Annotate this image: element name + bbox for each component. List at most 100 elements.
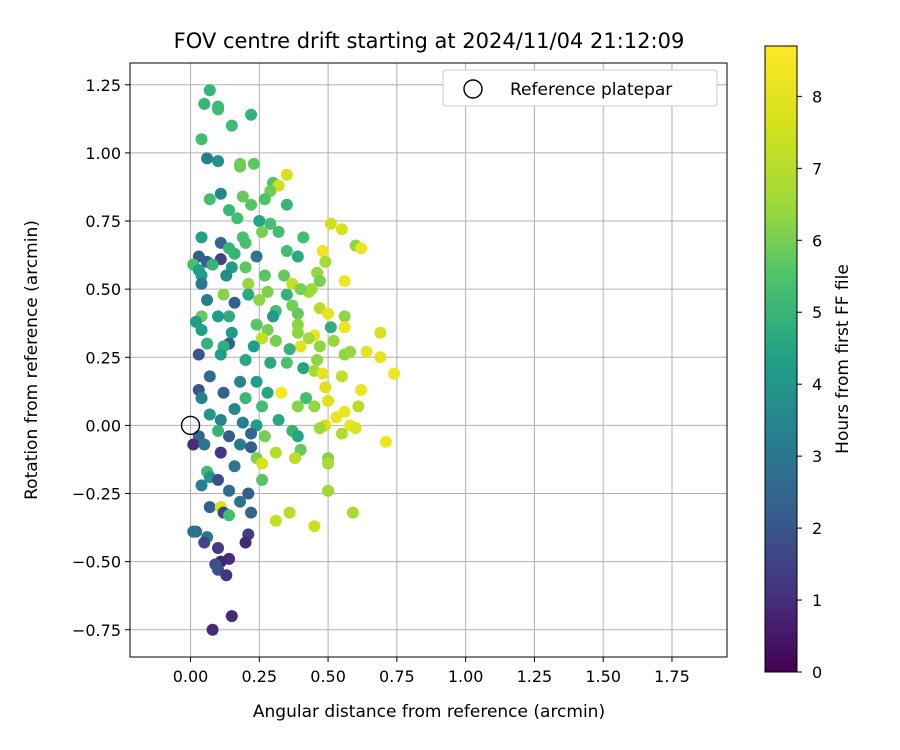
data-point — [212, 103, 225, 116]
data-point — [335, 223, 348, 236]
data-point — [269, 514, 282, 527]
y-tick-label: 0.25 — [85, 348, 121, 367]
data-point — [239, 392, 252, 405]
data-point — [203, 84, 216, 97]
data-point — [217, 386, 230, 399]
data-point — [280, 288, 293, 301]
data-point — [338, 321, 351, 334]
colorbar-tick-label: 8 — [812, 87, 822, 106]
data-point — [212, 473, 225, 486]
colorbar-tick-label: 1 — [812, 591, 822, 610]
legend-marker-icon — [463, 79, 483, 99]
data-point — [355, 383, 368, 396]
data-point — [352, 400, 365, 413]
data-point — [256, 225, 269, 238]
data-point — [280, 356, 293, 369]
data-point — [225, 326, 238, 339]
y-tick-label: −0.50 — [72, 553, 121, 572]
data-point — [239, 236, 252, 249]
data-point — [201, 152, 214, 165]
data-point — [250, 375, 263, 388]
data-point — [275, 386, 288, 399]
data-point — [223, 310, 236, 323]
data-point — [256, 473, 269, 486]
data-point — [322, 484, 335, 497]
data-point — [198, 536, 211, 549]
y-tick-label: 0.75 — [85, 212, 121, 231]
data-point — [225, 610, 238, 623]
x-tick-label: 0.25 — [241, 667, 277, 686]
data-point — [388, 367, 401, 380]
colorbar-tick-label: 7 — [812, 159, 822, 178]
x-tick-label: 1.25 — [517, 667, 553, 686]
colorbar-gradient — [764, 45, 798, 673]
colorbar-tick-label: 4 — [812, 375, 822, 394]
data-point — [322, 394, 335, 407]
x-tick-label: 0.75 — [379, 667, 415, 686]
data-point — [228, 247, 241, 260]
data-point — [291, 326, 304, 339]
data-point — [324, 321, 337, 334]
data-point — [291, 400, 304, 413]
colorbar-tick-label: 6 — [812, 231, 822, 250]
data-point — [239, 354, 252, 366]
data-point — [338, 310, 351, 323]
legend-box — [442, 69, 718, 107]
data-point — [256, 332, 269, 345]
data-point — [206, 623, 219, 636]
data-point — [264, 217, 277, 230]
data-point — [217, 288, 230, 301]
data-point — [234, 157, 247, 170]
chart-title: FOV centre drift starting at 2024/11/04 … — [174, 29, 685, 53]
y-axis-ticks: −0.75 −0.50 −0.25 0.00 0.25 0.50 0.75 1.00 1.25 — [72, 76, 130, 640]
data-point — [203, 193, 216, 206]
data-point — [283, 506, 296, 519]
data-point — [253, 294, 266, 307]
data-point — [212, 310, 225, 323]
data-point — [256, 400, 269, 413]
data-point — [198, 97, 211, 110]
data-point — [242, 288, 255, 301]
data-point — [280, 168, 293, 181]
data-point — [264, 356, 277, 369]
data-point — [203, 501, 216, 514]
legend: Reference platepar — [442, 69, 718, 107]
data-point — [198, 438, 211, 451]
data-point — [346, 506, 359, 519]
data-point — [344, 345, 357, 358]
data-point — [272, 225, 285, 238]
y-tick-label: 1.25 — [85, 76, 121, 95]
data-point — [335, 427, 348, 440]
data-point — [313, 422, 326, 435]
data-point — [302, 332, 315, 345]
data-point — [280, 198, 293, 211]
data-points — [187, 84, 401, 636]
data-point — [322, 457, 335, 470]
data-point — [338, 274, 351, 287]
colorbar-tick-label: 3 — [812, 447, 822, 466]
data-point — [245, 441, 258, 454]
data-point — [236, 190, 249, 203]
data-point — [245, 198, 258, 211]
data-point — [234, 438, 247, 451]
data-point — [308, 520, 321, 533]
data-point — [223, 430, 236, 443]
colorbar-label: Hours from first FF file — [833, 264, 853, 454]
data-point — [214, 187, 227, 200]
data-point — [214, 413, 227, 426]
data-point — [297, 362, 310, 375]
data-point — [214, 348, 227, 361]
data-point — [316, 245, 329, 258]
data-point — [258, 269, 271, 282]
y-tick-label: −0.75 — [72, 621, 121, 640]
data-point — [242, 487, 255, 500]
data-point — [291, 307, 304, 320]
reference-point-marker — [180, 415, 201, 436]
data-point — [187, 438, 200, 451]
y-tick-label: 1.00 — [85, 144, 121, 163]
data-point — [253, 215, 266, 228]
data-point — [223, 204, 236, 217]
data-point — [313, 274, 326, 287]
data-point — [355, 242, 368, 255]
data-point — [195, 324, 208, 337]
